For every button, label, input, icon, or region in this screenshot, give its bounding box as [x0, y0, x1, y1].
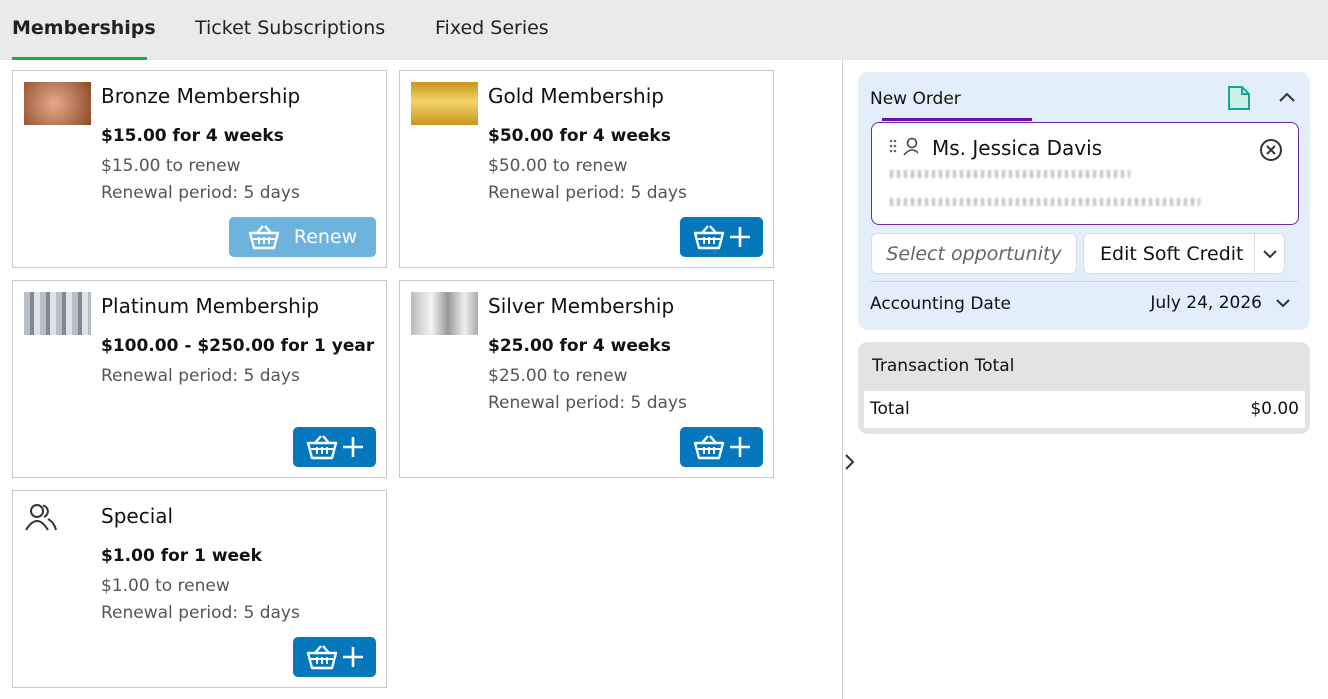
renew-price: $15.00 to renew — [101, 156, 241, 176]
add-to-basket-button[interactable] — [680, 217, 763, 257]
price: $100.00 - $250.00 for 1 year — [101, 336, 375, 356]
tab[interactable]: Ticket Subscriptions — [195, 17, 386, 39]
membership-name: Silver Membership — [488, 294, 675, 318]
tab[interactable]: Memberships — [12, 17, 156, 39]
date-chevron[interactable] — [1276, 298, 1290, 308]
price: $50.00 for 4 weeks — [488, 126, 671, 146]
collapse-icon[interactable] — [1278, 90, 1296, 104]
add-to-basket-button[interactable] — [680, 427, 763, 467]
membership-name: Bronze Membership — [101, 84, 301, 108]
price: $25.00 for 4 weeks — [488, 336, 671, 356]
add-to-basket-button[interactable] — [293, 427, 376, 467]
transaction-panel: Transaction Total Total $0.00 — [858, 342, 1310, 434]
soft-credit-button[interactable]: Edit Soft Credit — [1083, 233, 1285, 274]
blurred-text — [890, 198, 1200, 206]
order-title: New Order — [870, 89, 961, 109]
transaction-title: Transaction Total — [872, 356, 1015, 376]
renewal-period: Renewal period: 5 days — [488, 393, 687, 413]
add-to-basket-button[interactable] — [293, 637, 376, 677]
accounting-date[interactable]: July 24, 2026 — [1150, 293, 1262, 313]
thumbnail — [24, 292, 91, 335]
price: $15.00 for 4 weeks — [101, 126, 284, 146]
thumbnail — [411, 292, 478, 335]
note-icon[interactable] — [1226, 85, 1252, 111]
expand-chevron[interactable] — [842, 452, 858, 472]
renew-price: $50.00 to renew — [488, 156, 628, 176]
price: $1.00 for 1 week — [101, 546, 262, 566]
tab[interactable]: Fixed Series — [435, 17, 549, 39]
tab-indicator — [882, 118, 1032, 121]
renewal-period: Renewal period: 5 days — [101, 366, 300, 386]
thumbnail — [24, 502, 91, 545]
divider — [842, 60, 843, 699]
renewal-period: Renewal period: 5 days — [488, 183, 687, 203]
accounting-date-label: Accounting Date — [870, 294, 1011, 314]
membership-name: Platinum Membership — [101, 294, 320, 318]
remove-customer[interactable] — [1259, 138, 1283, 162]
tab-bar: Memberships Ticket Subscriptions Fixed S… — [0, 0, 1328, 60]
membership-card: Gold Membership $50.00 for 4 weeks $50.00 … — [399, 70, 774, 268]
membership-card: Silver Membership $25.00 for 4 weeks $25.0… — [399, 280, 774, 478]
customer-icons — [889, 137, 918, 156]
customer-card[interactable]: Ms. Jessica Davis — [871, 122, 1299, 225]
thumbnail — [411, 82, 478, 125]
membership-name: Gold Membership — [488, 84, 664, 108]
soft-credit-label: Edit Soft Credit — [1100, 242, 1244, 265]
membership-card: Special $1.00 for 1 week $1.00 to renew Ren… — [12, 490, 387, 688]
blurred-text — [890, 170, 1130, 178]
membership-card: Bronze Membership $15.00 for 4 weeks $15.0… — [12, 70, 387, 268]
renew-button[interactable]: Renew — [229, 217, 376, 257]
membership-card: Platinum Membership $100.00 - $250.00 for… — [12, 280, 387, 478]
renew-label: Renew — [293, 226, 358, 248]
renewal-period: Renewal period: 5 days — [101, 603, 300, 623]
renewal-period: Renewal period: 5 days — [101, 183, 300, 203]
separator — [870, 281, 1298, 282]
thumbnail — [24, 82, 91, 125]
total-row: Total $0.00 — [864, 391, 1305, 428]
opportunity-select[interactable]: Select opportunity — [871, 233, 1077, 274]
order-panel: New Order Ms. Jessica Davis Select oppor… — [858, 72, 1310, 330]
total-value: $0.00 — [1250, 399, 1299, 419]
active-tab-indicator — [12, 57, 147, 60]
membership-name: Special — [101, 504, 174, 528]
total-label: Total — [870, 399, 910, 419]
renew-price: $1.00 to renew — [101, 576, 230, 596]
renew-price: $25.00 to renew — [488, 366, 628, 386]
customer-name: Ms. Jessica Davis — [932, 136, 1103, 160]
